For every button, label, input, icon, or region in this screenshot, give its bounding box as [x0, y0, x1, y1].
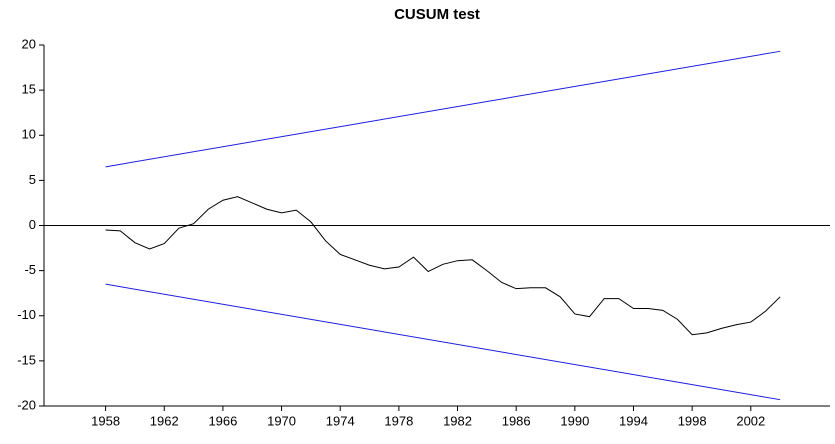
y-tick-label: -20: [17, 397, 36, 412]
x-tick-label: 2002: [736, 413, 765, 428]
x-tick-label: 1994: [619, 413, 648, 428]
x-tick-label: 1962: [150, 413, 179, 428]
y-tick-label: -15: [17, 352, 36, 367]
x-tick-label: 1986: [502, 413, 531, 428]
chart-title: CUSUM test: [394, 6, 480, 23]
x-tick-label: 1978: [384, 413, 413, 428]
x-tick-label: 1998: [678, 413, 707, 428]
y-tick-label: 20: [22, 36, 36, 51]
y-tick-label: -10: [17, 307, 36, 322]
series-line: [105, 50, 781, 168]
x-tick-label: 1990: [560, 413, 589, 428]
y-tick-label: -5: [24, 262, 36, 277]
series-line: [105, 196, 781, 336]
x-tick-label: 1970: [267, 413, 296, 428]
x-tick-label: 1982: [443, 413, 472, 428]
y-tick-label: 0: [29, 217, 36, 232]
y-tick-label: 15: [22, 82, 36, 97]
y-tick-label: 10: [22, 127, 36, 142]
y-tick-label: 5: [29, 172, 36, 187]
series-line: [105, 283, 781, 401]
x-tick-label: 1974: [326, 413, 355, 428]
x-tick-label: 1958: [91, 413, 120, 428]
x-tick-label: 1966: [208, 413, 237, 428]
